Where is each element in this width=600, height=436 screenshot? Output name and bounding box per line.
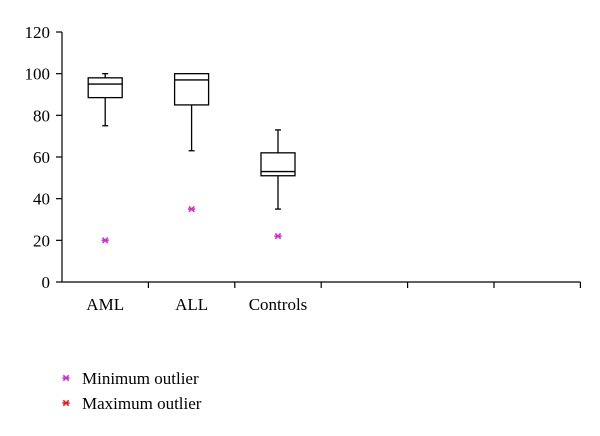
y-tick-label: 100 — [25, 65, 51, 84]
min-outlier-point — [101, 237, 109, 244]
x-category-label: AML — [86, 295, 124, 314]
box-controls — [260, 129, 296, 210]
y-tick-label: 60 — [33, 148, 50, 167]
legend-marker-icon — [62, 374, 70, 382]
legend-marker-icon — [62, 399, 70, 407]
x-category-label: Controls — [249, 295, 308, 314]
legend: Minimum outlier Maximum outlier — [62, 369, 202, 413]
min-outlier-point — [188, 205, 196, 213]
box-iqr — [260, 152, 296, 177]
box-iqr — [173, 73, 210, 106]
legend-label: Maximum outlier — [82, 394, 202, 413]
y-tick-label: 40 — [33, 190, 50, 209]
box-series — [87, 73, 296, 210]
x-category-label: ALL — [175, 295, 208, 314]
y-tick-label: 80 — [33, 106, 50, 125]
y-tick-label: 20 — [33, 231, 50, 250]
box-aml — [87, 73, 123, 127]
x-axis: AML ALL Controls — [62, 281, 582, 314]
outlier-points — [101, 205, 282, 244]
y-tick-label: 0 — [42, 273, 51, 292]
legend-label: Minimum outlier — [82, 369, 199, 388]
y-tick-label: 120 — [25, 23, 51, 42]
y-axis: 0 20 40 60 80 100 120 — [25, 23, 63, 292]
min-outlier-point — [274, 232, 282, 240]
box-all — [173, 73, 210, 152]
box-iqr — [87, 77, 123, 99]
